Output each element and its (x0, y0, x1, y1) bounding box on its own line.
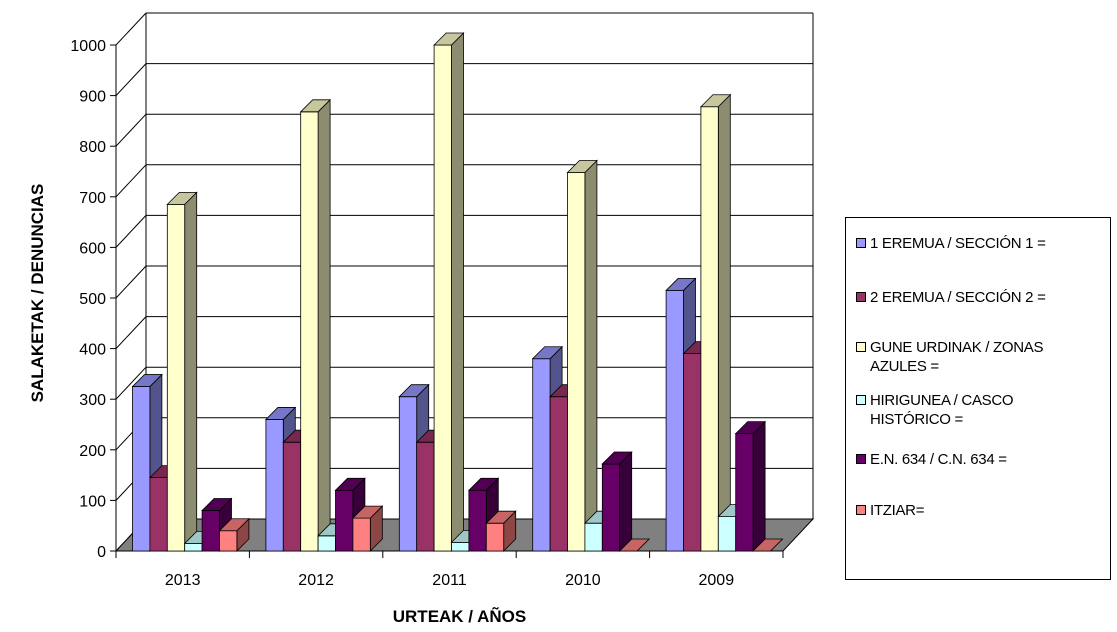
y-tick-label-400: 400 (79, 342, 106, 359)
bar-2011-series-6 (485, 510, 517, 552)
legend-item-series-2: 2 EREMUA / SECCIÓN 2 = (856, 288, 1106, 307)
bar-2011-series-3 (433, 32, 465, 552)
legend-label-series-5: E.N. 634 / C.N. 634 = (870, 451, 1007, 468)
x-tick-label-2011: 2011 (432, 572, 467, 589)
y-tick-label-500: 500 (79, 291, 106, 308)
bar-2012-series-6 (351, 505, 384, 552)
legend-item-series-4: HIRIGUNEA / CASCO HISTÓRICO = (856, 391, 1106, 429)
x-tick-label-2013: 2013 (165, 572, 201, 589)
y-tick-label-600: 600 (79, 240, 106, 257)
bar-2009-series-6 (752, 538, 784, 552)
bar-2009-series-3 (699, 93, 732, 552)
x-tick-label-2012: 2012 (298, 572, 334, 589)
legend-swatch-series-5 (856, 454, 866, 464)
legend-item-series-1: 1 EREMUA / SECCIÓN 1 = (856, 234, 1106, 253)
side-gridline-300 (115, 366, 147, 400)
bar-2013-series-6 (218, 517, 250, 552)
legend-label-series-2: 2 EREMUA / SECCIÓN 2 = (870, 289, 1046, 306)
y-tick-label-100: 100 (79, 493, 106, 510)
y-tick-label-1000: 1000 (70, 38, 106, 55)
legend-swatch-series-2 (856, 292, 866, 302)
bar-2013-series-3 (166, 191, 198, 552)
bar-2010-series-3 (566, 159, 598, 552)
legend-label-series-3: GUNE URDINAK / ZONAS AZULES = (870, 339, 1044, 375)
y-tick-label-300: 300 (79, 392, 106, 409)
y-tick-label-800: 800 (79, 139, 106, 156)
side-gridline-900 (115, 63, 147, 96)
y-tick-label-200: 200 (79, 443, 106, 460)
chart-legend: 1 EREMUA / SECCIÓN 1 = 2 EREMUA / SECCIÓ… (845, 217, 1111, 580)
legend-item-series-6: ITZIAR= (856, 501, 1106, 520)
legend-label-series-6: ITZIAR= (870, 502, 925, 519)
bar-2012-series-3 (299, 98, 332, 552)
y-tick-label-900: 900 (79, 89, 106, 106)
x-axis-title: URTEAK / AÑOS (393, 606, 527, 626)
bar-2010-series-6 (618, 538, 651, 552)
y-tick-label-0: 0 (97, 544, 106, 561)
side-gridline-700 (115, 164, 147, 198)
legend-item-series-5: E.N. 634 / C.N. 634 = (856, 450, 1106, 469)
side-gridline-600 (115, 215, 147, 248)
legend-item-series-3: GUNE URDINAK / ZONAS AZULES = (856, 338, 1106, 376)
legend-swatch-series-1 (856, 238, 866, 248)
legend-swatch-series-4 (856, 395, 866, 405)
side-gridline-500 (115, 265, 147, 299)
x-tick-label-2010: 2010 (565, 572, 601, 589)
legend-swatch-series-6 (856, 505, 866, 515)
legend-label-series-4: HIRIGUNEA / CASCO HISTÓRICO = (870, 392, 1014, 428)
side-gridline-800 (115, 113, 147, 147)
y-axis-title: SALAKETAK / DENUNCIAS (28, 184, 47, 403)
side-gridline-1000 (115, 12, 147, 46)
side-gridline-400 (115, 316, 147, 349)
bar-2010-series-5 (601, 451, 633, 552)
x-tick-label-2009: 2009 (699, 572, 735, 589)
legend-swatch-series-3 (856, 342, 866, 352)
bar-2009-series-5 (734, 420, 767, 552)
legend-label-series-1: 1 EREMUA / SECCIÓN 1 = (870, 235, 1046, 252)
y-tick-label-700: 700 (79, 190, 106, 207)
